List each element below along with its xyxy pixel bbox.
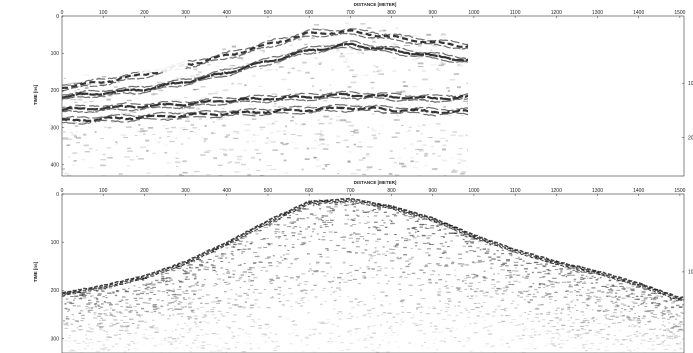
x-tick-label-top: 0: [61, 10, 64, 16]
x-tick-label-bottom: 800: [387, 188, 396, 194]
y-tick-label-bottom: 0: [56, 192, 59, 198]
radargram-image-bottom: [62, 197, 684, 353]
x-axis-title-top: DISTANCE [METER]: [354, 2, 397, 7]
x-tick-label-top: 1100: [510, 10, 521, 16]
x-tick-label-top: 500: [264, 10, 273, 16]
x-tick-label-bottom: 1000: [468, 188, 479, 194]
x-tick-label-top: 200: [140, 10, 149, 16]
x-tick-label-bottom: 1100: [510, 188, 521, 194]
y-tick-label-bottom: 100: [51, 240, 60, 246]
x-tick-label-top: 1500: [674, 10, 685, 16]
x-tick-label-bottom: 1400: [633, 188, 644, 194]
y-tick-label-top: 0: [56, 14, 59, 20]
x-tick-label-bottom: 600: [305, 188, 314, 194]
panel-top: DISTANCE [METER] TIME [ns] 0 100 200 300 400…: [33, 2, 693, 177]
x-axis-title-bottom: DISTANCE [METER]: [354, 180, 397, 185]
y-tick-label-top: 400: [51, 163, 60, 169]
x-tick-label-top: 100: [99, 10, 108, 16]
x-tick-label-top: 1400: [633, 10, 644, 16]
x-tick-label-bottom: 100: [99, 188, 108, 194]
x-tick-label-bottom: 500: [264, 188, 273, 194]
x-tick-label-bottom: 0: [61, 188, 64, 194]
x-tick-label-top: 1300: [592, 10, 603, 16]
right-tick-label-bottom: 10: [688, 270, 693, 276]
x-tick-label-top: 300: [181, 10, 190, 16]
axes-top: 0 100 200 300 400 500 600 700 800 900 1000 1100 1200…: [51, 10, 693, 177]
y-axis-title-bottom: TIME [ns]: [33, 261, 38, 282]
x-tick-label-bottom: 1500: [674, 188, 685, 194]
x-tick-label-bottom: 1200: [551, 188, 562, 194]
y-tick-label-bottom: 200: [51, 288, 60, 294]
right-tick-label-top: 10: [688, 81, 693, 87]
x-tick-label-bottom: 200: [140, 188, 149, 194]
radargram-image-top: [62, 16, 468, 176]
axes-bottom: 0 100 200 300 400 500 600 700 800 900 1000 1100 1200…: [51, 188, 693, 353]
y-tick-label-top: 300: [51, 125, 60, 131]
x-tick-label-top: 900: [429, 10, 438, 16]
x-tick-label-bottom: 400: [223, 188, 232, 194]
x-tick-label-top: 1000: [468, 10, 479, 16]
right-tick-label-top: 20: [688, 135, 693, 141]
x-tick-label-bottom: 700: [346, 188, 355, 194]
panel-bottom: DISTANCE [METER] TIME [ns] 0 100 200 300 400…: [33, 180, 693, 353]
axes-frame-top: [61, 15, 685, 177]
x-tick-label-top: 1200: [551, 10, 562, 16]
x-tick-label-top: 700: [346, 10, 355, 16]
y-tick-label-bottom: 300: [51, 336, 60, 342]
axes-frame-bottom: [61, 193, 685, 353]
y-tick-label-top: 200: [51, 88, 60, 94]
y-axis-title-top: TIME [ns]: [33, 84, 38, 105]
x-tick-label-bottom: 300: [181, 188, 190, 194]
x-tick-label-top: 600: [305, 10, 314, 16]
y-tick-label-top: 100: [51, 51, 60, 57]
x-tick-label-bottom: 900: [429, 188, 438, 194]
x-tick-label-top: 400: [223, 10, 232, 16]
x-tick-label-bottom: 1300: [592, 188, 603, 194]
x-tick-label-top: 800: [387, 10, 396, 16]
